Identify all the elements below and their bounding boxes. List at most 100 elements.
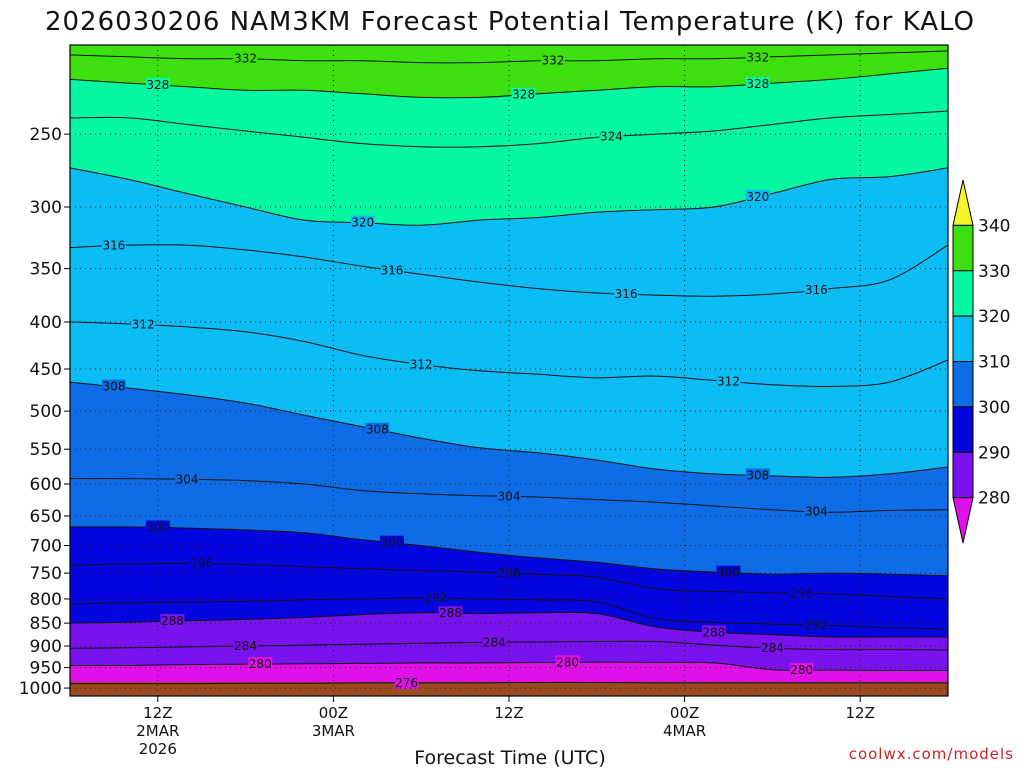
colorbar-label: 330 — [978, 262, 1010, 282]
contour-label: 328 — [512, 88, 535, 102]
contour-label-bg — [248, 657, 273, 671]
contour-label-bg — [555, 655, 580, 669]
x-tick-label: 00Z — [319, 704, 348, 722]
contour-label: 292 — [805, 618, 828, 632]
x-tick-label: 2026 — [139, 740, 177, 758]
contour-312 — [69, 321, 949, 387]
y-tick-label: 750 — [30, 564, 62, 584]
contour-label-bg — [160, 614, 185, 628]
contour-label: 300 — [146, 520, 169, 534]
contour-320 — [69, 167, 949, 226]
contour-label-bg — [745, 50, 770, 64]
contour-label-bg — [233, 51, 258, 65]
contour-label: 328 — [146, 78, 169, 92]
contour-label: 312 — [132, 318, 155, 332]
y-tick-label: 650 — [30, 507, 62, 527]
colorbar-label: 340 — [978, 216, 1010, 236]
contour-labels: 332 328 332 332 328 324 328 320 320 316 316 316 316 3… — [101, 50, 829, 690]
contour-label-bg — [379, 263, 404, 277]
contour-332 — [69, 50, 949, 64]
contour-label-bg — [804, 283, 829, 297]
contour-label: 324 — [600, 130, 623, 144]
contour-label: 304 — [176, 472, 199, 486]
contour-label: 292 — [424, 591, 447, 605]
contour-288 — [69, 611, 948, 638]
contour-292 — [69, 597, 949, 630]
colorbar-segment — [952, 361, 974, 408]
contour-label: 296 — [790, 586, 813, 600]
x-tick-label: 3MAR — [312, 722, 355, 740]
contour-label: 300 — [717, 566, 740, 580]
contour-label-bg — [701, 625, 726, 639]
y-tick-label: 350 — [30, 260, 62, 280]
y-tick-label: 800 — [30, 590, 62, 610]
contour-label-bg — [497, 566, 521, 580]
colorbar-label: 320 — [978, 307, 1010, 327]
contour-label-bg — [365, 422, 390, 436]
ground-area — [70, 682, 948, 696]
contour-label-bg — [716, 565, 741, 579]
x-tick-label: 2MAR — [136, 722, 179, 740]
contour-label-bg — [614, 287, 639, 301]
contour-label-bg — [145, 520, 170, 534]
contour-label: 288 — [161, 614, 184, 628]
contour-284 — [69, 640, 949, 651]
contour-label: 316 — [102, 239, 125, 253]
contour-label-bg — [745, 468, 770, 482]
contour-label: 320 — [351, 216, 374, 230]
y-tick-label: 600 — [30, 475, 62, 495]
colorbar-segment — [952, 270, 974, 317]
x-tick-label: 4MAR — [663, 722, 706, 740]
contour-label: 276 — [395, 676, 418, 690]
x-tick-label: 12Z — [143, 704, 172, 722]
x-tick-label: 12Z — [494, 704, 523, 722]
colorbar-segment — [952, 406, 974, 453]
contour-label-bg — [175, 472, 200, 486]
credit-text: coolwx.com/models — [849, 745, 1014, 763]
contour-label-bg — [745, 189, 770, 203]
y-tick-label: 450 — [30, 360, 62, 380]
colorbar-segment — [952, 315, 974, 362]
contour-label: 332 — [541, 54, 564, 68]
contour-label: 284 — [483, 635, 506, 649]
y-tick-label: 550 — [30, 440, 62, 460]
contour-label: 288 — [702, 625, 725, 639]
y-tick-label: 300 — [30, 198, 62, 218]
contour-label-bg — [789, 586, 814, 600]
y-tick-label: 250 — [30, 125, 62, 145]
contour-label-bg — [804, 618, 829, 632]
contour-label: 308 — [366, 423, 389, 437]
contour-label: 332 — [746, 50, 769, 64]
contour-label-bg — [599, 129, 624, 143]
y-tick-label: 950 — [30, 659, 62, 679]
contour-label-bg — [101, 238, 126, 252]
contour-label: 296 — [190, 557, 213, 571]
x-axis-label: Forecast Time (UTC) — [414, 747, 605, 768]
contour-label: 296 — [498, 566, 521, 580]
contour-label-bg — [511, 87, 536, 101]
colorbar-segment — [952, 224, 974, 272]
contour-label-bg — [409, 357, 434, 371]
colorbar-segment — [952, 451, 974, 499]
colorbar-label: 290 — [978, 443, 1010, 463]
y-tick-label: 500 — [30, 402, 62, 422]
chart-title: 2026030206 NAM3KM Forecast Potential Tem… — [45, 7, 975, 37]
contour-label: 320 — [746, 190, 769, 204]
contour-label: 312 — [717, 374, 740, 388]
contour-label-bg — [350, 215, 375, 229]
y-axis: 250 300 350 400 450 500 550 600 650 700 750 800 850 9… — [19, 125, 70, 699]
colorbar-bottom-triangle — [952, 497, 974, 544]
contour-label: 288 — [439, 606, 462, 620]
contour-label: 300 — [380, 536, 403, 550]
colorbar-top-triangle — [952, 179, 974, 226]
contour-label: 316 — [805, 283, 828, 297]
contour-label: 304 — [805, 505, 828, 519]
x-tick-label: 12Z — [846, 704, 875, 722]
contour-label-bg — [745, 76, 770, 90]
colorbar: 340 330 320 310 300 290 280 — [952, 179, 1010, 544]
contour-label: 316 — [380, 263, 403, 277]
contour-label-bg — [438, 606, 463, 620]
y-tick-label: 900 — [30, 637, 62, 657]
